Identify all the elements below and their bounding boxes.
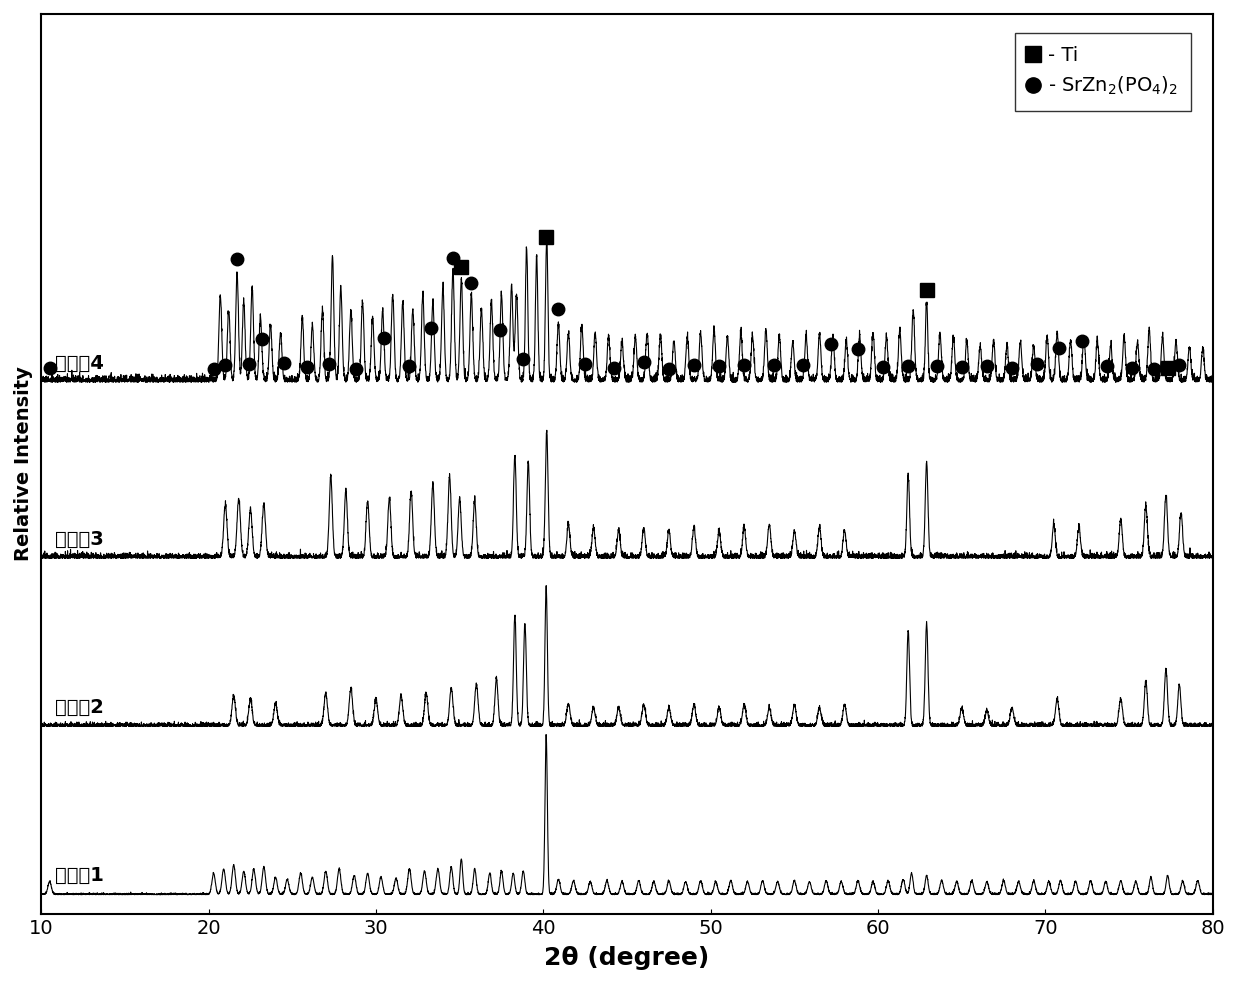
Text: 实施利1: 实施利1 (55, 866, 104, 885)
Legend: - Ti, - SrZn$_2$(PO$_4$)$_2$: - Ti, - SrZn$_2$(PO$_4$)$_2$ (1015, 32, 1192, 111)
Text: 实施利3: 实施利3 (55, 529, 103, 549)
Y-axis label: Relative Intensity: Relative Intensity (14, 366, 33, 561)
Text: 实施利2: 实施利2 (55, 698, 104, 717)
X-axis label: 2θ (degree): 2θ (degree) (544, 946, 710, 970)
Text: 实施利4: 实施利4 (55, 353, 104, 373)
